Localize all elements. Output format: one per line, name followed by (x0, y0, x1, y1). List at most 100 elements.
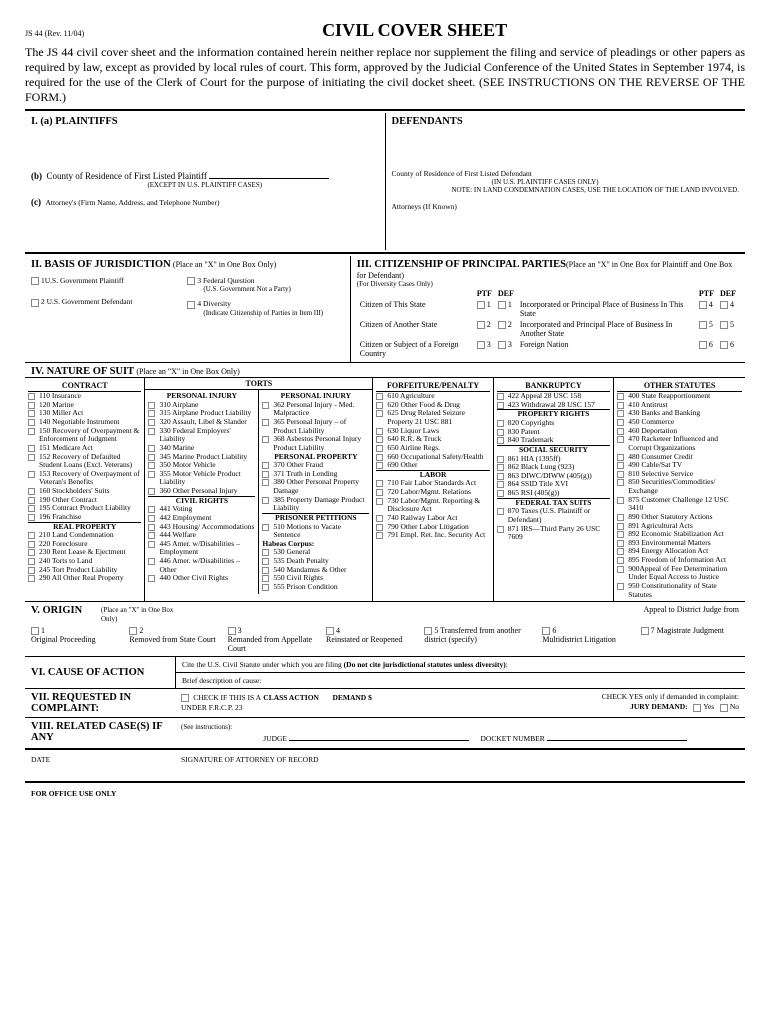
cb-jury-no[interactable] (720, 704, 728, 712)
cb-ptf3[interactable] (477, 341, 485, 349)
cb-other10[interactable] (617, 497, 624, 504)
cb-contract9[interactable] (28, 497, 35, 504)
cb-o3[interactable] (228, 627, 236, 635)
cb-def6[interactable] (720, 341, 728, 349)
s2-opt4-cb[interactable] (187, 301, 195, 309)
cb-forf4[interactable] (376, 436, 383, 443)
cb-ft1[interactable] (497, 526, 504, 533)
cb-jury-yes[interactable] (693, 704, 701, 712)
cb-other18[interactable] (617, 583, 624, 590)
cb-ss0[interactable] (497, 456, 504, 463)
cb-pi14[interactable] (148, 445, 155, 452)
cb-other15[interactable] (617, 548, 624, 555)
cb-pi17[interactable] (148, 471, 155, 478)
cb-class[interactable] (181, 694, 189, 702)
cb-o6[interactable] (542, 627, 550, 635)
cb-pi12[interactable] (148, 419, 155, 426)
cb-pris2[interactable] (262, 567, 269, 574)
cb-lab2[interactable] (376, 498, 383, 505)
cb-other9[interactable] (617, 479, 624, 486)
cb-pris3[interactable] (262, 575, 269, 582)
cb-contract4[interactable] (28, 428, 35, 435)
cb-other17[interactable] (617, 566, 624, 573)
cb-def2[interactable] (498, 321, 506, 329)
cb-cr2[interactable] (148, 524, 155, 531)
cb-lab5[interactable] (376, 532, 383, 539)
cb-cr1[interactable] (148, 515, 155, 522)
cb-o4[interactable] (326, 627, 334, 635)
cb-pi20[interactable] (262, 402, 269, 409)
cb-other16[interactable] (617, 557, 624, 564)
cb-pris1[interactable] (262, 558, 269, 565)
cb-pr0[interactable] (497, 420, 504, 427)
cb-realprop3[interactable] (28, 558, 35, 565)
cb-ptf2[interactable] (477, 321, 485, 329)
cb-pi21[interactable] (262, 419, 269, 426)
cb-ft0[interactable] (497, 508, 504, 515)
s2-opt3-cb[interactable] (187, 277, 195, 285)
cb-pi10[interactable] (148, 402, 155, 409)
cb-pris510[interactable] (262, 524, 269, 531)
s2-opt1-cb[interactable] (31, 277, 39, 285)
cb-ss1[interactable] (497, 464, 504, 471)
cb-other2[interactable] (617, 410, 624, 417)
cb-other0[interactable] (617, 393, 624, 400)
cb-pi22[interactable] (262, 436, 269, 443)
judge-field[interactable] (289, 731, 469, 741)
cb-forf1[interactable] (376, 402, 383, 409)
cb-def5[interactable] (720, 321, 728, 329)
cb-pi11[interactable] (148, 410, 155, 417)
cb-lab1[interactable] (376, 489, 383, 496)
cb-cr3[interactable] (148, 532, 155, 539)
cb-other12[interactable] (617, 523, 624, 530)
cb-ss4[interactable] (497, 490, 504, 497)
cb-ptf1[interactable] (477, 301, 485, 309)
cb-other1[interactable] (617, 402, 624, 409)
cb-lab4[interactable] (376, 524, 383, 531)
cb-contract0[interactable] (28, 393, 35, 400)
cb-forf7[interactable] (376, 462, 383, 469)
cb-pp2[interactable] (262, 479, 269, 486)
cb-contract7[interactable] (28, 471, 35, 478)
cb-ptf4[interactable] (699, 301, 707, 309)
cb-other14[interactable] (617, 540, 624, 547)
cb-def1[interactable] (498, 301, 506, 309)
cb-cr5[interactable] (148, 558, 155, 565)
cb-bank1[interactable] (497, 402, 504, 409)
cb-forf3[interactable] (376, 428, 383, 435)
cb-other3[interactable] (617, 419, 624, 426)
cb-contract10[interactable] (28, 505, 35, 512)
cb-cr6[interactable] (148, 575, 155, 582)
cb-bank0[interactable] (497, 393, 504, 400)
cb-pi13[interactable] (148, 428, 155, 435)
cb-o5[interactable] (424, 627, 432, 635)
cb-other13[interactable] (617, 531, 624, 538)
cb-lab0[interactable] (376, 480, 383, 487)
cb-forf6[interactable] (376, 454, 383, 461)
cb-o7[interactable] (641, 627, 649, 635)
cb-forf2[interactable] (376, 410, 383, 417)
cb-other4[interactable] (617, 428, 624, 435)
cb-o2[interactable] (129, 627, 137, 635)
plaintiff-county-field[interactable] (209, 169, 329, 179)
cb-cr4[interactable] (148, 541, 155, 548)
cb-pp1[interactable] (262, 471, 269, 478)
cb-contract2[interactable] (28, 410, 35, 417)
cb-pris0[interactable] (262, 549, 269, 556)
cb-realprop4[interactable] (28, 567, 35, 574)
cb-pr1[interactable] (497, 429, 504, 436)
cb-other8[interactable] (617, 471, 624, 478)
cb-other11[interactable] (617, 514, 624, 521)
cb-contract6[interactable] (28, 454, 35, 461)
cb-pi15[interactable] (148, 454, 155, 461)
cb-contract11[interactable] (28, 514, 35, 521)
cb-pp0[interactable] (262, 462, 269, 469)
cb-realprop5[interactable] (28, 575, 35, 582)
cb-pr2[interactable] (497, 437, 504, 444)
cb-lab3[interactable] (376, 515, 383, 522)
cb-ptf5[interactable] (699, 321, 707, 329)
cb-contract5[interactable] (28, 445, 35, 452)
cb-pris4[interactable] (262, 584, 269, 591)
cb-realprop1[interactable] (28, 541, 35, 548)
cb-pi18[interactable] (148, 488, 155, 495)
